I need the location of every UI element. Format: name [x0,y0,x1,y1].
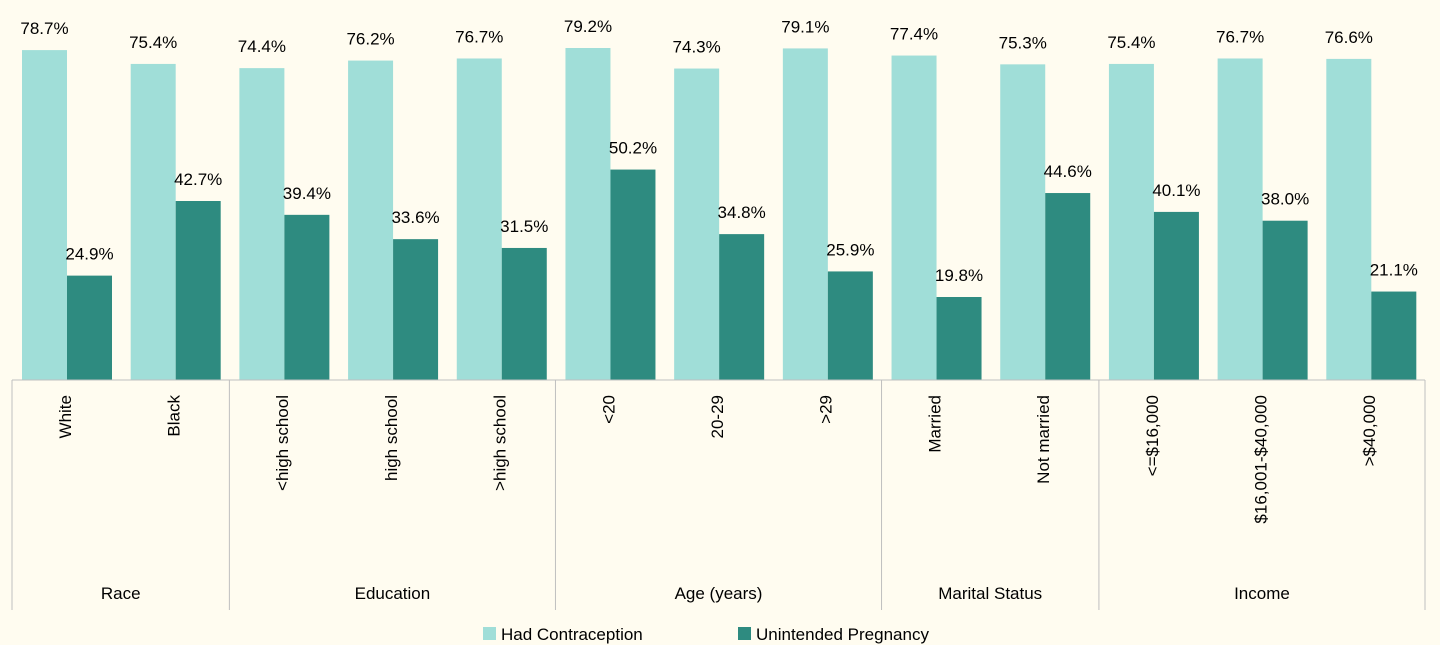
bar [565,48,611,380]
bar [1045,193,1091,380]
bar [1326,58,1372,381]
category-label: White [56,395,75,438]
group-label: Race [101,584,141,603]
value-label: 77.4% [890,25,938,44]
bar [1217,58,1263,380]
category-label: $16,001-$40,000 [1251,395,1270,524]
bar [501,247,547,380]
value-label: 76.6% [1325,28,1373,47]
value-label: 74.4% [238,37,286,56]
value-label: 75.4% [1107,33,1155,52]
value-label: 76.2% [346,30,394,49]
bar [782,48,828,381]
value-label: 39.4% [283,184,331,203]
bar [891,55,937,380]
bar [1262,220,1308,380]
value-label: 75.4% [129,33,177,52]
bar [610,169,656,380]
value-label: 78.7% [20,19,68,38]
value-label: 44.6% [1044,162,1092,181]
category-label: <high school [273,395,292,491]
bar [22,50,67,381]
value-label: 19.8% [935,266,983,285]
bar [827,271,873,380]
value-label: 33.6% [391,208,439,227]
bar [1153,211,1199,380]
group-label: Income [1234,584,1290,603]
group-label: Age (years) [675,584,763,603]
value-label: 40.1% [1152,181,1200,200]
value-label: 38.0% [1261,190,1309,209]
value-label: 76.7% [1216,27,1264,46]
bar [1371,291,1417,380]
category-label: Not married [1034,395,1053,484]
category-label: 20-29 [708,395,727,438]
bar [719,234,765,380]
value-label: 25.9% [826,240,874,259]
bar [284,214,330,380]
legend-label: Had Contraception [501,625,643,644]
bar [393,239,439,380]
bar [456,58,502,380]
value-label: 24.9% [65,245,113,264]
group-label: Marital Status [938,584,1042,603]
legend-swatch [738,627,751,640]
value-label: 42.7% [174,170,222,189]
bar [175,201,221,380]
category-label: <=$16,000 [1143,395,1162,476]
category-label: >29 [817,395,836,424]
category-label: >$40,000 [1360,395,1379,466]
bar [674,68,720,380]
value-label: 31.5% [500,217,548,236]
category-label: high school [382,395,401,481]
legend-label: Unintended Pregnancy [756,625,929,644]
bar [348,60,394,381]
value-label: 74.3% [673,38,721,57]
bar [1000,64,1046,381]
category-label: Black [165,395,184,437]
bar [239,68,285,380]
value-label: 75.3% [999,33,1047,52]
category-label: <20 [599,395,618,424]
value-label: 79.2% [564,17,612,36]
legend-swatch [483,627,496,640]
bar [1108,63,1154,381]
bar [936,297,982,380]
group-label: Education [355,584,431,603]
bar [130,63,176,381]
category-label: >high school [491,395,510,491]
bar [67,275,112,380]
value-label: 76.7% [455,27,503,46]
value-label: 34.8% [718,203,766,222]
value-label: 21.1% [1370,261,1418,280]
category-label: Married [925,395,944,453]
value-label: 79.1% [781,17,829,36]
value-label: 50.2% [609,139,657,158]
